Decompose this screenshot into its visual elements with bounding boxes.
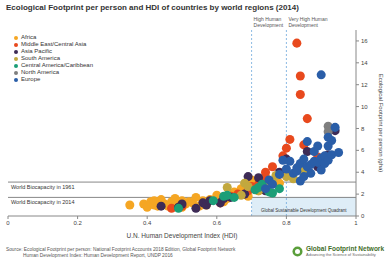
svg-text:16: 16 bbox=[361, 38, 368, 44]
html-text:Middle East/Central Asia: Middle East/Central Asia bbox=[21, 41, 87, 47]
svg-text:0.2: 0.2 bbox=[73, 220, 82, 226]
svg-text:U.N. Human Development Index (: U.N. Human Development Index (HDI) bbox=[127, 232, 238, 240]
svg-text:Global Sustainable Development: Global Sustainable Development Quadrant bbox=[261, 208, 347, 213]
svg-text:12: 12 bbox=[361, 82, 368, 88]
svg-text:4: 4 bbox=[361, 169, 365, 175]
html-text:Asia Pacific: Asia Pacific bbox=[21, 48, 52, 54]
svg-text:0: 0 bbox=[361, 213, 365, 219]
html-text:South America: South America bbox=[21, 55, 60, 61]
svg-text:2: 2 bbox=[361, 191, 365, 197]
svg-text:6: 6 bbox=[361, 147, 365, 153]
svg-text:0.6: 0.6 bbox=[213, 220, 222, 226]
html-text:Global Footprint Network: Global Footprint Network bbox=[306, 245, 384, 252]
svg-text:14: 14 bbox=[361, 60, 368, 66]
svg-text:Ecological Footprint per perso: Ecological Footprint per person (gha) bbox=[378, 74, 382, 173]
html-text:Europe: Europe bbox=[21, 76, 41, 82]
svg-text:High HumanDevelopment: High HumanDevelopment bbox=[254, 16, 284, 28]
html-text:North America: North America bbox=[21, 69, 59, 75]
svg-text:0.4: 0.4 bbox=[143, 220, 152, 226]
html-text:Ecological Footprint per perso: Ecological Footprint per person and HDI … bbox=[6, 3, 299, 12]
svg-text:0.8: 0.8 bbox=[282, 220, 291, 226]
html-text:Source: Ecological Footprint p: Source: Ecological Footprint per person:… bbox=[6, 247, 236, 252]
svg-text:0: 0 bbox=[8, 220, 10, 226]
svg-text:World Biocapacity in 2014: World Biocapacity in 2014 bbox=[11, 199, 75, 205]
html-text:Africa: Africa bbox=[21, 34, 37, 40]
html-text:Advancing the Science of Susta: Advancing the Science of Sustainability bbox=[306, 252, 376, 257]
html-text:Human Development Index: Human: Human Development Index: Human Developme… bbox=[23, 253, 173, 258]
svg-text:Very High HumanDevelopment: Very High HumanDevelopment bbox=[288, 16, 327, 28]
svg-text:World Biocapacity in 1961: World Biocapacity in 1961 bbox=[11, 184, 75, 190]
svg-text:10: 10 bbox=[361, 104, 368, 110]
svg-text:8: 8 bbox=[361, 126, 365, 132]
html-text:Central America/Caribbean: Central America/Caribbean bbox=[21, 62, 93, 68]
svg-text:1: 1 bbox=[354, 220, 358, 226]
